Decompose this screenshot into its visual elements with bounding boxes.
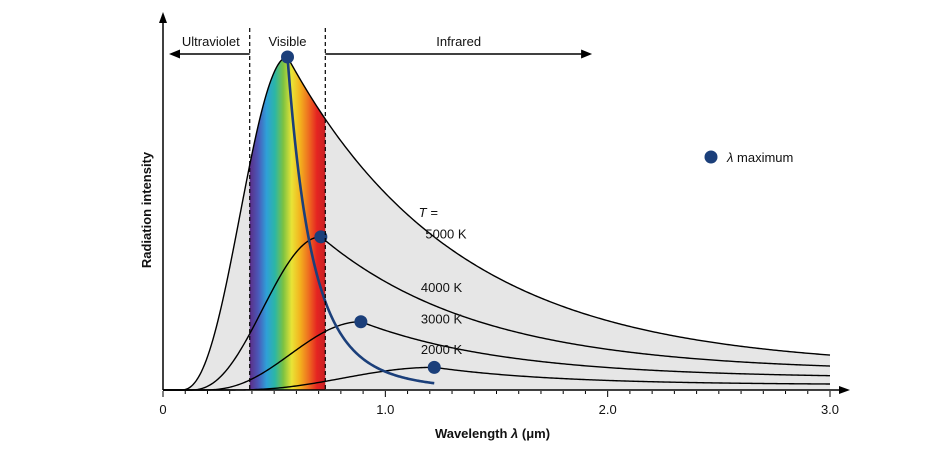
curve-label-2000k: 2000 K (421, 342, 463, 357)
lambda-max-points (281, 50, 441, 374)
x-tick-label-1: 1.0 (376, 402, 394, 417)
curve-2000k (163, 366, 831, 391)
legend-maximum-text: maximum (733, 150, 793, 165)
lambda-max-dot-0 (281, 50, 295, 64)
ultraviolet-label: Ultraviolet (182, 34, 240, 49)
x-axis-arrowhead (839, 386, 850, 394)
curve-4000k (163, 236, 831, 391)
curve-label-4000k: 4000 K (421, 280, 463, 295)
legend-label: λ maximum (726, 150, 793, 165)
infrared-label: Infrared (436, 34, 481, 49)
visible-label: Visible (268, 34, 306, 49)
legend-lambda-symbol: λ (726, 150, 733, 165)
lambda-max-dot-1 (314, 230, 328, 244)
curve-5000k (163, 56, 831, 391)
infrared-arrowhead (581, 49, 593, 59)
temperature-prefix-label: T = (419, 205, 439, 220)
lambda-max-line (286, 56, 435, 385)
lambda-max-dot-2 (354, 315, 368, 329)
curve-label-5000k: 5000 K (425, 226, 467, 241)
visible-spectrum-band (249, 57, 326, 390)
x-axis-title-main: Wavelength (435, 426, 511, 441)
area-under-5000k (163, 57, 830, 391)
x-axis-title: Wavelength λ (μm) (435, 426, 550, 441)
x-tick-label-3: 3.0 (821, 402, 839, 417)
x-axis-title-units: (μm) (518, 426, 550, 441)
x-tick-label-0: 0 (159, 402, 166, 417)
y-axis-title: Radiation intensity (139, 151, 154, 268)
curve-label-3000k: 3000 K (421, 311, 463, 326)
legend-lambda-dot (704, 150, 718, 164)
y-axis-arrowhead (159, 12, 167, 23)
ultraviolet-arrowhead (169, 49, 180, 59)
curve-3000k (163, 321, 831, 391)
x-axis-title-symbol: λ (510, 426, 518, 441)
temperature-curves (163, 56, 831, 391)
x-axis-ticks (162, 391, 831, 397)
x-tick-label-2: 2.0 (599, 402, 617, 417)
temperature-symbol: T = (419, 205, 439, 220)
lambda-max-dot-3 (427, 360, 441, 374)
